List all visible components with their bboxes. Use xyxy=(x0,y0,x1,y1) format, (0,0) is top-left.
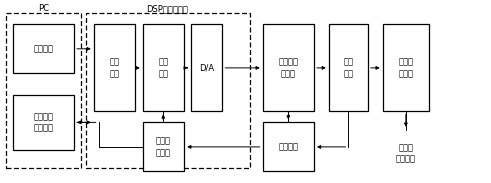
Bar xyxy=(94,24,136,111)
Text: 反馈装置: 反馈装置 xyxy=(278,142,299,151)
Bar xyxy=(329,24,368,111)
Bar xyxy=(143,122,184,171)
Text: 伺服驱动
放大器: 伺服驱动 放大器 xyxy=(278,58,299,78)
Text: 反馈信
号处理: 反馈信 号处理 xyxy=(156,137,171,157)
Text: DSP运动控制器: DSP运动控制器 xyxy=(146,4,188,13)
Text: D/A: D/A xyxy=(199,63,214,72)
Bar xyxy=(86,13,250,168)
Text: 伺服
算法: 伺服 算法 xyxy=(159,58,168,78)
Bar xyxy=(13,95,74,150)
Text: PC: PC xyxy=(38,4,49,13)
Bar xyxy=(143,24,184,111)
Bar xyxy=(5,13,82,168)
Bar xyxy=(263,122,314,171)
Bar xyxy=(382,24,429,111)
Bar xyxy=(191,24,222,111)
Text: 轨迹
规划: 轨迹 规划 xyxy=(109,58,119,78)
Text: 机器人
关节位置: 机器人 关节位置 xyxy=(396,143,416,163)
Bar xyxy=(13,24,74,73)
Text: 参数设置
状态查询: 参数设置 状态查询 xyxy=(33,112,54,132)
Text: 控制指令: 控制指令 xyxy=(33,44,54,53)
Text: 伺服
电机: 伺服 电机 xyxy=(343,58,354,78)
Bar xyxy=(263,24,314,111)
Text: 机械传
动机构: 机械传 动机构 xyxy=(398,58,413,78)
